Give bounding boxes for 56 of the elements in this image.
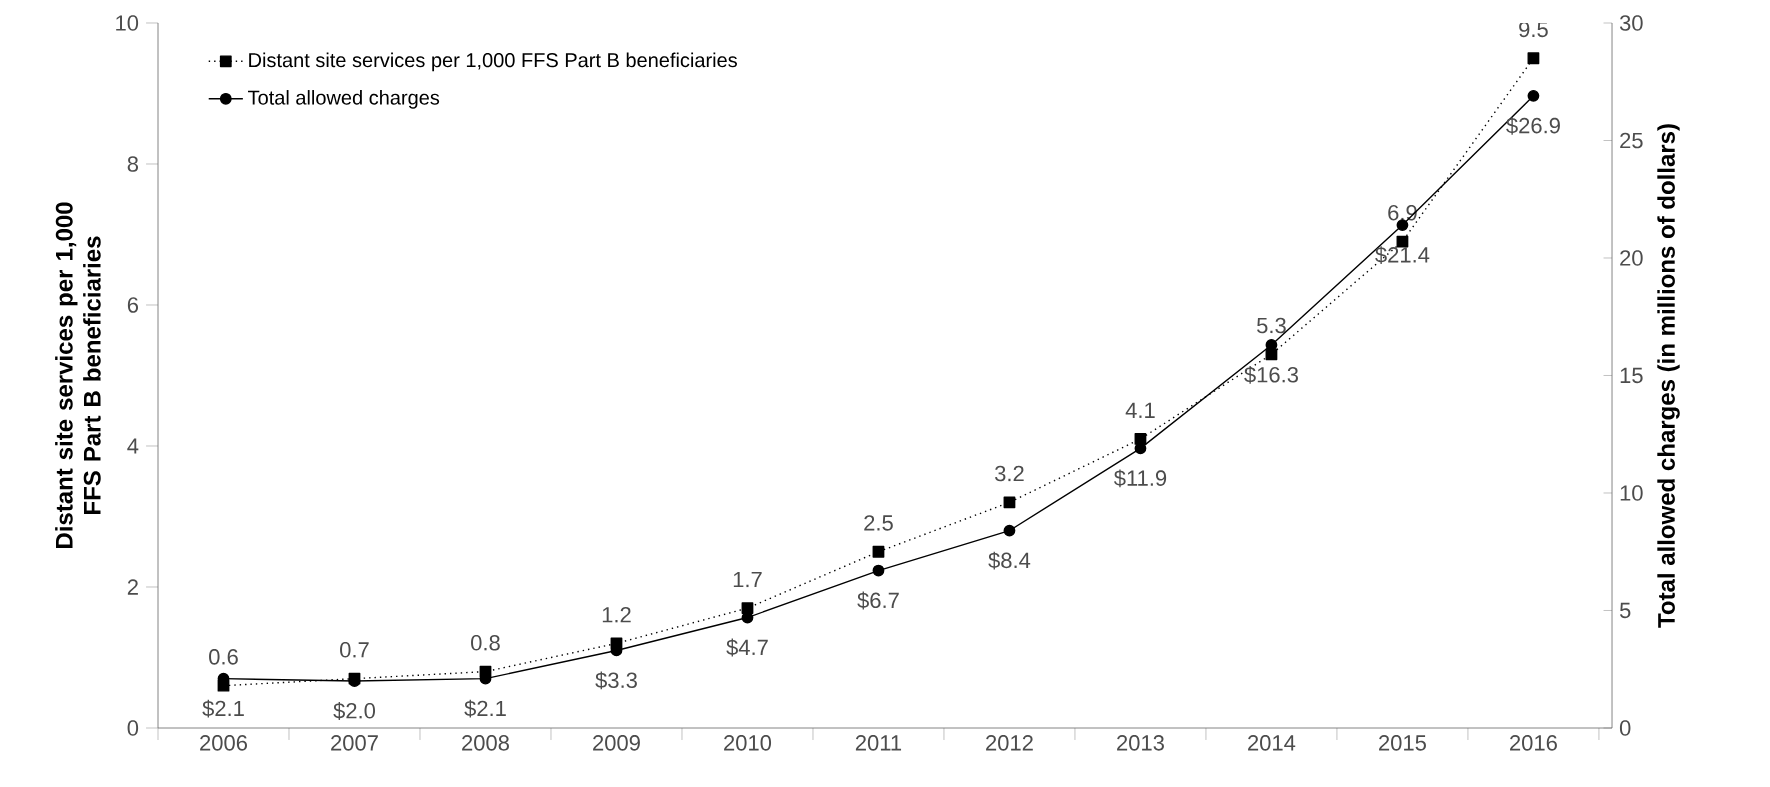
y2-tick-label: 0 <box>1619 720 1631 736</box>
x-tick-label: 2010 <box>724 735 772 751</box>
data-label: 0.8 <box>471 634 500 651</box>
y2-tick-label: 5 <box>1619 602 1631 619</box>
data-label: 6.9 <box>1388 204 1417 221</box>
data-label: $16.3 <box>1244 366 1298 384</box>
x-tick-label: 2013 <box>1117 735 1164 751</box>
y2-tick-label: 20 <box>1620 250 1643 266</box>
point <box>1527 52 1540 65</box>
point <box>1003 524 1016 537</box>
data-label: 1.2 <box>602 606 631 623</box>
data-label: 1.7 <box>733 571 762 588</box>
legend-label: Total allowed charges <box>248 90 440 109</box>
x-tick-label: 2014 <box>1248 735 1296 751</box>
point <box>872 545 885 558</box>
data-label: $8.4 <box>988 551 1031 570</box>
y-axis-title: Distant site services per 1,000 FFS Part B beneficiaries <box>55 202 101 548</box>
x-tick-label: 2015 <box>1379 735 1426 751</box>
data-label: $2.1 <box>202 699 244 718</box>
y2-axis-title: Total allowed charges (in millions of dollars) <box>1657 124 1680 628</box>
x-tick-label: 2016 <box>1510 735 1557 751</box>
x-tick-label: 2008 <box>462 735 509 751</box>
data-label: $11.9 <box>1113 469 1167 488</box>
data-label: 3.2 <box>995 465 1024 482</box>
x-tick-label: 2009 <box>593 735 640 751</box>
y2-tick-label: 30 <box>1619 15 1643 31</box>
x-tick-label: 2007 <box>331 735 378 751</box>
y2-tick-label: 15 <box>1620 367 1643 384</box>
y-tick-label: 8 <box>127 156 139 172</box>
point <box>1003 496 1016 509</box>
point <box>872 564 885 577</box>
legend-label: Distant site services per 1,000 FFS Part B beneficiaries <box>249 52 737 72</box>
data-label: 0.6 <box>209 649 238 665</box>
data-label: $2.0 <box>333 702 376 720</box>
data-label: $21.4 <box>1375 246 1430 264</box>
y2-tick-label: 10 <box>1620 485 1643 501</box>
y-tick-label: 6 <box>127 297 139 313</box>
point <box>1265 339 1278 351</box>
data-label: $3.3 <box>595 671 637 690</box>
y-tick-label: 2 <box>127 579 138 595</box>
data-label: $2.1 <box>464 699 506 718</box>
y-tick-label: 10 <box>116 15 139 31</box>
data-label: $4.7 <box>726 638 768 657</box>
data-label: 0.7 <box>340 642 369 658</box>
data-label: $26.9 <box>1506 116 1560 135</box>
x-tick-label: 2011 <box>855 735 902 751</box>
data-label: $6.7 <box>857 591 899 610</box>
y-tick-label: 0 <box>127 720 139 736</box>
x-tick-label: 2006 <box>200 735 247 751</box>
y-tick-label: 4 <box>127 438 139 454</box>
data-label: 2.5 <box>864 515 893 531</box>
x-tick-label: 2012 <box>986 735 1033 751</box>
point <box>1527 89 1540 102</box>
data-label: 4.1 <box>1125 402 1155 418</box>
y2-tick-label: 25 <box>1620 132 1643 149</box>
data-label: 5.3 <box>1257 317 1286 334</box>
